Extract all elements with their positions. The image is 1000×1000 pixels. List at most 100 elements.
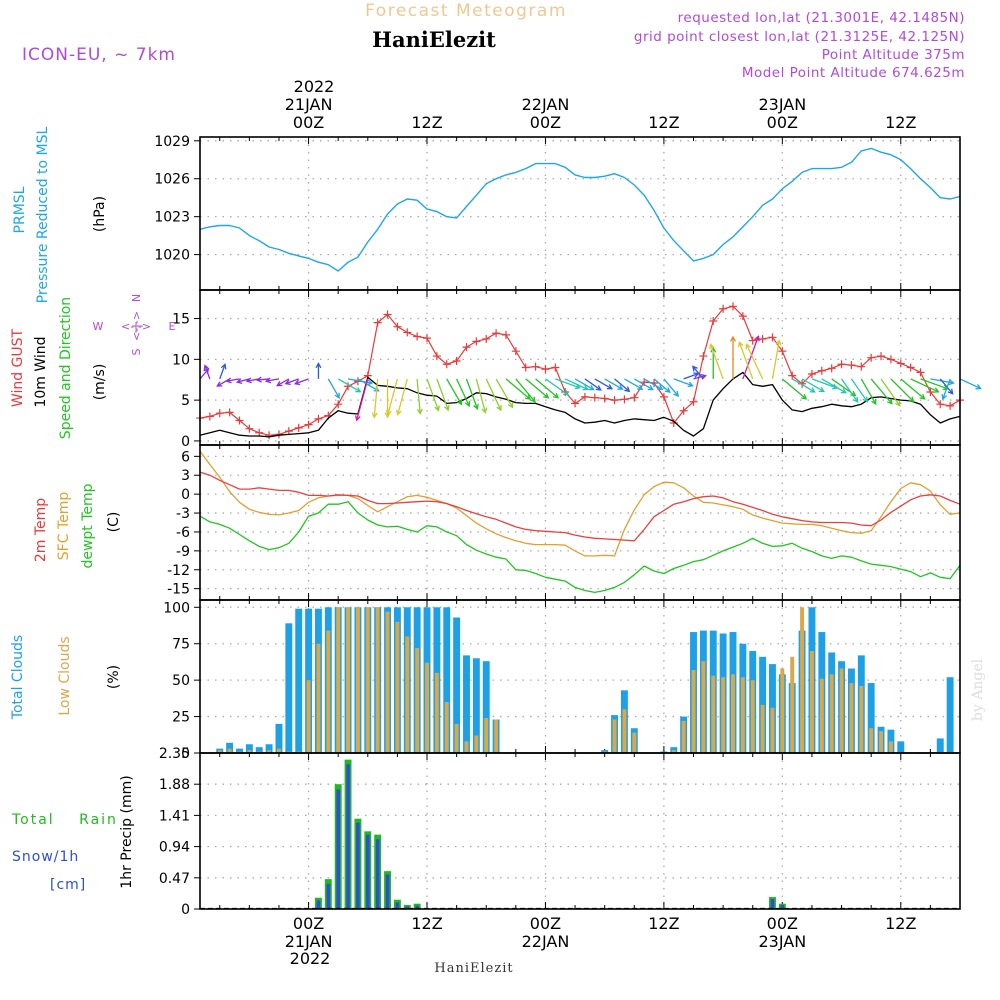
gust-marker bbox=[314, 414, 323, 423]
wind-speed-dir-label: Speed and Direction bbox=[58, 297, 74, 439]
snow-bar bbox=[770, 899, 775, 909]
panel-2: 0 5 10 15 bbox=[172, 289, 982, 450]
wind-arrow-icon bbox=[456, 378, 471, 408]
gust-marker bbox=[778, 347, 787, 356]
wind-arrow-head bbox=[933, 387, 940, 393]
total-cloud-bar bbox=[443, 607, 451, 753]
snow-label: Snow/1h bbox=[12, 849, 79, 865]
gust-marker bbox=[521, 363, 530, 372]
wind-arrow-shaft bbox=[604, 378, 623, 390]
prmsl-label: PRMSL bbox=[12, 186, 28, 233]
wind-arrow-shaft bbox=[564, 378, 588, 390]
wind-arrow-head bbox=[862, 396, 869, 403]
wind-arrow-shaft bbox=[356, 378, 369, 421]
low-cloud-bar bbox=[711, 675, 716, 753]
wind-arrow-head bbox=[434, 405, 440, 412]
compass-west: W bbox=[93, 320, 104, 333]
gust-marker bbox=[492, 329, 501, 338]
y-tick-label: 0 bbox=[181, 902, 190, 918]
low-cloud-bar bbox=[306, 680, 311, 753]
gust-marker bbox=[728, 302, 737, 311]
low-cloud-bar bbox=[888, 741, 893, 753]
total-cloud-bar bbox=[482, 661, 490, 753]
total-cloud-bar bbox=[867, 683, 875, 753]
wind-arrow-icon bbox=[371, 378, 379, 419]
closest-coords: grid point closest lon,lat (21.3125E, 42… bbox=[634, 29, 965, 45]
gust-marker bbox=[748, 336, 757, 345]
wind-arrow-head bbox=[582, 384, 589, 391]
wind-arrow-shaft bbox=[683, 373, 699, 380]
wind-arrow-shaft bbox=[653, 378, 671, 393]
wind-arrow-shaft bbox=[337, 378, 361, 393]
wind-arrow-head bbox=[276, 380, 283, 387]
wind-arrow-head bbox=[664, 387, 671, 393]
wind-arrow-icon bbox=[446, 378, 463, 406]
wind-arrow-shaft bbox=[535, 378, 559, 399]
gust-marker bbox=[580, 392, 589, 401]
gust-marker bbox=[501, 330, 510, 339]
wind-arrow-shaft bbox=[505, 378, 531, 400]
y-tick-label: -12 bbox=[167, 563, 190, 579]
snow-bar bbox=[326, 883, 331, 909]
gust-marker bbox=[817, 366, 826, 375]
y-tick-label: 0 bbox=[181, 746, 190, 762]
station-title: HaniElezit bbox=[372, 27, 496, 52]
low-cloud-bar bbox=[691, 669, 696, 753]
wind-arrow-shaft bbox=[285, 378, 299, 385]
gust-marker bbox=[877, 352, 886, 361]
low-cloud-bar bbox=[671, 750, 676, 753]
low-cloud-bar bbox=[780, 668, 785, 753]
wind-arrow-shaft bbox=[465, 378, 478, 410]
low-cloud-bar bbox=[869, 728, 874, 753]
wind-arrow-icon bbox=[235, 378, 250, 384]
wind-arrow-shaft bbox=[495, 378, 514, 408]
wind-arrow-shaft bbox=[959, 378, 981, 390]
wind-arrow-head bbox=[264, 377, 272, 384]
wind-arrow-shaft bbox=[693, 375, 706, 380]
top-hour-label: 00Z bbox=[530, 113, 561, 132]
wind-arrow-shaft bbox=[594, 378, 613, 390]
low-cloud-bar bbox=[267, 750, 272, 753]
low-cloud-bar bbox=[839, 668, 844, 753]
y-tick-label: -3 bbox=[176, 506, 190, 522]
wind-arrow-shaft bbox=[745, 344, 764, 380]
wind-arrow-shaft bbox=[850, 378, 868, 402]
gust-marker bbox=[294, 423, 303, 432]
wind-arrow-icon bbox=[604, 378, 624, 390]
low-cloud-bar bbox=[217, 750, 222, 753]
wind-arrow-head bbox=[895, 400, 901, 407]
total-cloud-bar bbox=[463, 655, 470, 753]
wind-arrow-icon bbox=[673, 378, 694, 388]
wind-arrow-shaft bbox=[890, 378, 914, 402]
wind-arrow-shaft bbox=[373, 378, 379, 418]
wind-arrow-head bbox=[942, 384, 949, 391]
wind-arrow-icon bbox=[939, 378, 954, 395]
top-hour-label: 12Z bbox=[411, 113, 442, 132]
total-cloud-bar bbox=[472, 658, 480, 753]
y-tick-label: 3 bbox=[181, 468, 190, 484]
gust-marker bbox=[936, 400, 945, 409]
wind-arrow-shaft bbox=[545, 378, 569, 396]
gust-marker bbox=[225, 408, 234, 417]
wind-arrow-head bbox=[220, 363, 227, 370]
wind-arrow-shaft bbox=[237, 378, 250, 383]
y-tick-label: 5 bbox=[181, 393, 190, 409]
snow-bar bbox=[780, 905, 785, 909]
y-tick-label: 15 bbox=[172, 312, 190, 328]
low-cloud-bar bbox=[879, 731, 884, 753]
bottom-hour-label: 12Z bbox=[885, 914, 916, 933]
snow-bar bbox=[375, 839, 380, 909]
wind-arrow-shaft bbox=[525, 378, 549, 399]
gust-marker bbox=[442, 360, 451, 369]
wind-arrow-icon bbox=[643, 378, 664, 391]
low-cloud-bar bbox=[444, 702, 449, 753]
wind-arrow-icon bbox=[315, 362, 322, 379]
temp-unit: (C) bbox=[106, 512, 122, 533]
low-cloud-bar bbox=[385, 611, 390, 753]
low-cloud-bar bbox=[464, 741, 469, 753]
wind-arrow-head bbox=[284, 379, 291, 386]
wind-arrow-head bbox=[235, 378, 243, 384]
wind-arrow-head bbox=[673, 390, 680, 397]
y-tick-label: 10 bbox=[172, 352, 190, 368]
wind-arrow-shaft bbox=[900, 378, 925, 400]
